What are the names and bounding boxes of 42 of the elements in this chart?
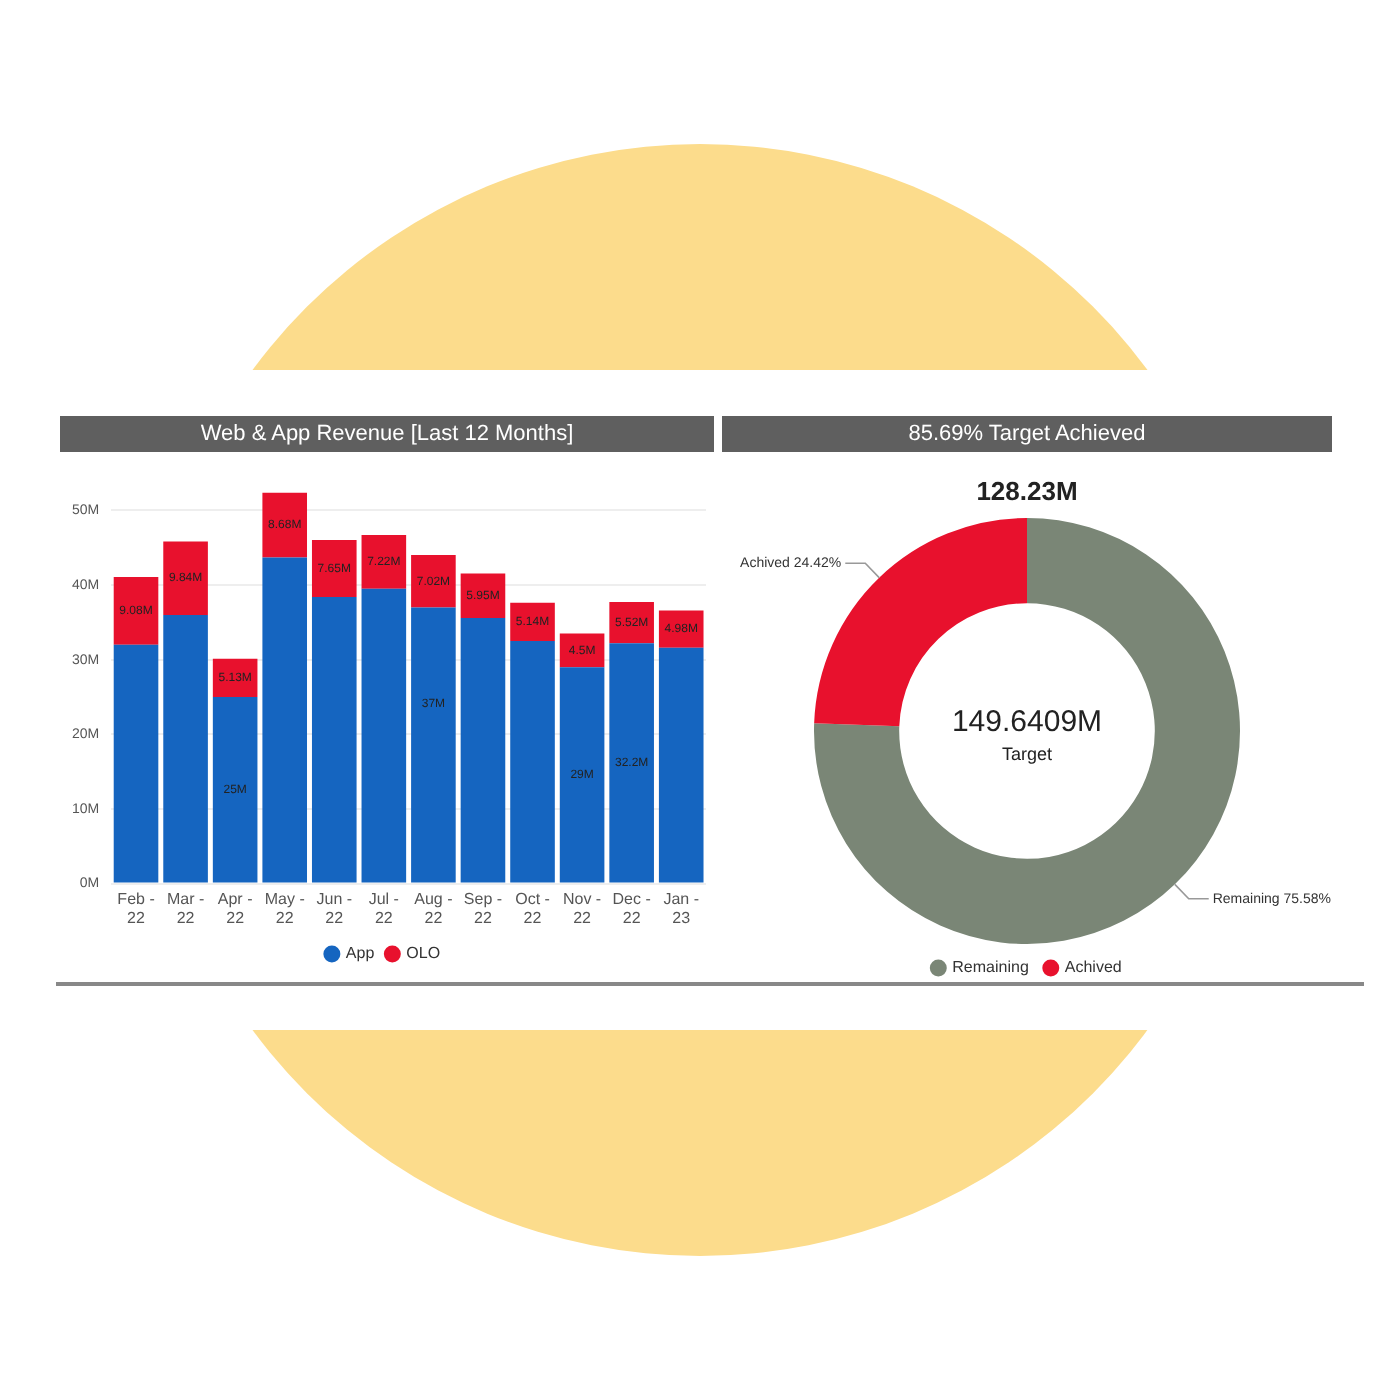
legend-label: OLO	[406, 944, 441, 963]
legend-label: Remaining	[952, 958, 1029, 977]
bar	[163, 541, 208, 615]
bar	[163, 614, 208, 883]
text: Target	[1001, 743, 1054, 764]
x-tick-label: Dec - 22	[612, 889, 652, 927]
bar	[559, 667, 605, 883]
x-tick-label: May - 22	[264, 889, 306, 927]
x-tick-label: Mar - 22	[166, 889, 205, 927]
bar	[262, 492, 308, 558]
bar	[460, 617, 506, 883]
bar	[510, 602, 555, 642]
x-tick-label: Aug - 22	[414, 889, 454, 927]
x-tick-label: Feb - 22	[117, 889, 156, 927]
legend-label: App	[345, 944, 376, 963]
bar	[212, 697, 258, 883]
x-tick-label: Sep - 22	[463, 889, 503, 927]
bar	[411, 555, 456, 608]
bar	[311, 539, 357, 597]
bar	[411, 607, 456, 883]
x-tick-label: Apr - 22	[217, 889, 254, 927]
bar	[262, 557, 308, 883]
chart-subtitle: 128.23M	[974, 476, 1080, 506]
bar	[510, 641, 555, 883]
bar	[361, 588, 407, 883]
bar	[113, 576, 159, 645]
bar	[460, 573, 506, 618]
x-tick-label: Oct - 22	[515, 889, 551, 927]
legend-label: Achived	[1064, 958, 1122, 977]
text: 149.6409M	[951, 705, 1103, 740]
bar	[658, 647, 704, 883]
bar	[609, 643, 654, 883]
bar	[113, 644, 159, 883]
chart-title: Web & App Revenue [Last 12 Months]	[60, 416, 714, 452]
bar	[361, 534, 407, 589]
x-tick-label: Jul - 22	[368, 889, 400, 927]
x-tick-label: Nov - 22	[562, 889, 602, 927]
bar	[609, 602, 654, 644]
x-tick-label: Jun - 22	[316, 889, 353, 927]
x-tick-label: Jan - 23	[663, 889, 700, 927]
chart-title: 85.69% Target Achieved	[722, 416, 1332, 452]
bar	[311, 596, 357, 883]
